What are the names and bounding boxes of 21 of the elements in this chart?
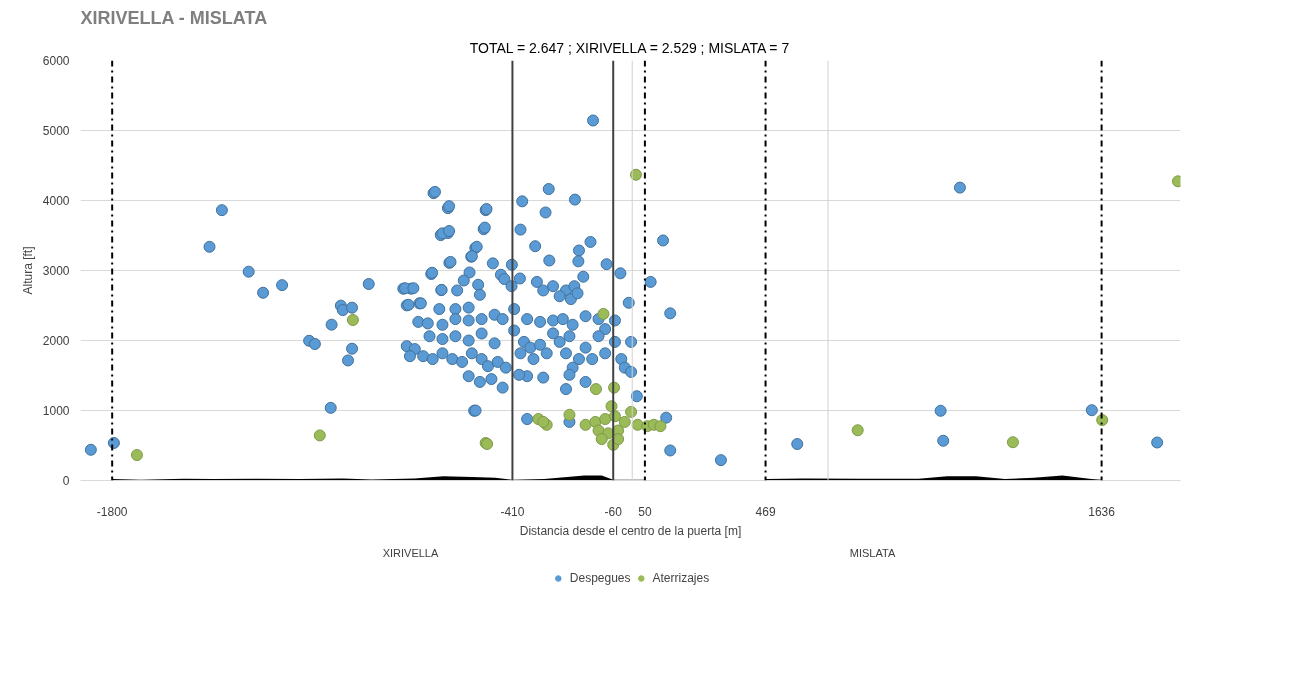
legend-label: Despegues xyxy=(569,571,631,585)
text: XIRIVELLA xyxy=(382,546,439,559)
legend-label: Aterrizajes xyxy=(652,571,710,585)
chart-title: XIRIVELLA - MISLATA xyxy=(80,7,268,28)
x-axis-title: Distancia desde el centro de la puerta [m] xyxy=(519,523,742,538)
x-tick-label: 1636 xyxy=(1088,504,1116,519)
x-tick-label: -60 xyxy=(604,504,623,519)
y-tick-label: 5000 xyxy=(42,124,70,138)
x-tick-label: 50 xyxy=(638,504,652,519)
y-tick-label: 2000 xyxy=(42,334,70,348)
y-tick-label: 0 xyxy=(62,474,70,488)
text: MISLATA xyxy=(849,546,896,559)
y-tick-label: 4000 xyxy=(42,194,70,208)
y-tick-label: 6000 xyxy=(42,54,70,68)
y-axis-title: Altura [ft] xyxy=(20,246,35,295)
y-tick-label: 3000 xyxy=(42,264,70,278)
x-tick-label: 469 xyxy=(755,504,776,519)
x-tick-label: -410 xyxy=(500,504,525,519)
chart-subtitle: TOTAL = 2.647 ; XIRIVELLA = 2.529 ; MISLATA = 7 xyxy=(469,39,790,56)
x-tick-label: -1800 xyxy=(96,504,128,519)
y-tick-label: 1000 xyxy=(42,404,70,418)
